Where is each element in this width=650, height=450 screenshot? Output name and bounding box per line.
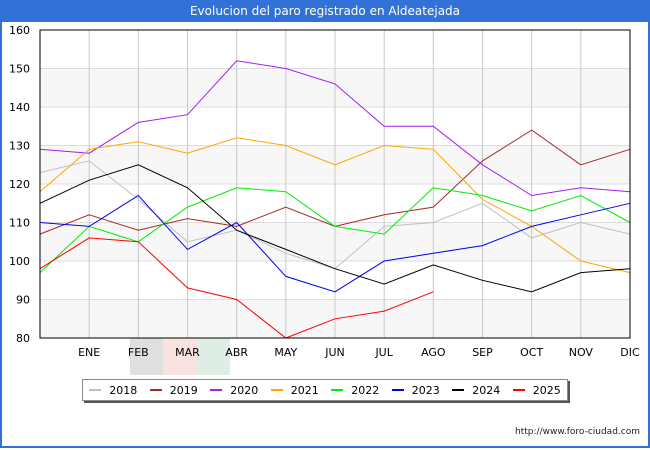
y-tick-label: 150 <box>9 63 30 76</box>
y-tick-label: 140 <box>9 101 30 114</box>
x-tick-label: FEB <box>128 346 149 359</box>
legend-swatch <box>331 389 344 391</box>
x-tick-label: DIC <box>620 346 640 359</box>
legend-item-2024: 2024 <box>452 384 500 397</box>
chart-title: Evolucion del paro registrado en Aldeate… <box>0 0 650 22</box>
legend-item-2022: 2022 <box>331 384 379 397</box>
y-tick-label: 120 <box>9 178 30 191</box>
x-tick-label: JUN <box>324 346 345 359</box>
legend-swatch <box>452 389 465 391</box>
x-tick-label: ENE <box>78 346 100 359</box>
legend-swatch <box>210 389 223 391</box>
legend-label: 2023 <box>411 383 440 397</box>
x-tick-label: MAY <box>274 346 297 359</box>
legend-swatch <box>391 389 404 391</box>
legend-label: 2018 <box>109 383 138 397</box>
plot-border <box>39 29 631 339</box>
y-tick-label: 130 <box>9 140 30 153</box>
x-tick-label: AGO <box>421 346 446 359</box>
legend-item-2018: 2018 <box>89 384 137 397</box>
x-axis-ticks: ENE FEB MAR ABR MAY JUN JUL AGO SEP OCT NOV DIC <box>78 346 640 359</box>
watermark-stripe-black <box>130 337 163 375</box>
legend-swatch <box>512 389 525 391</box>
x-tick-label: JUL <box>374 346 393 359</box>
legend-item-2019: 2019 <box>149 383 198 397</box>
legend-label: 2021 <box>290 383 319 397</box>
legend-item-2023: 2023 <box>391 383 440 397</box>
watermark-stripe-red <box>163 337 197 375</box>
legend-label: 2025 <box>532 383 561 397</box>
legend-item-2021: 2021 <box>270 383 319 397</box>
y-tick-label: 80 <box>16 332 30 345</box>
y-tick-label: 90 <box>16 294 30 307</box>
y-tick-label: 160 <box>9 24 30 37</box>
legend-item-2025: 2025 <box>512 383 561 397</box>
series-line-2025 <box>39 237 434 339</box>
watermark-stripe-green <box>197 337 230 375</box>
legend-swatch <box>270 389 283 391</box>
x-tick-label: MAR <box>175 346 200 359</box>
legend-label: 2024 <box>472 383 501 397</box>
y-axis-ticks: 80 90 100 110 120 130 140 150 160 <box>9 24 30 345</box>
x-tick-label: OCT <box>520 346 543 359</box>
flag-watermark <box>130 337 230 375</box>
legend-label: 2022 <box>351 383 380 397</box>
legend-swatch <box>149 389 162 391</box>
x-tick-label: SEP <box>472 346 493 359</box>
series-lines <box>39 60 631 339</box>
y-tick-label: 110 <box>9 217 30 230</box>
source-url: http://www.foro-ciudad.com <box>515 427 640 437</box>
x-tick-label: ABR <box>225 346 248 359</box>
legend-label: 2019 <box>169 383 198 397</box>
x-tick-label: NOV <box>569 346 594 359</box>
y-tick-label: 100 <box>9 255 30 268</box>
legend: 2018 2019 2020 2021 2022 2023 2024 2025 <box>82 379 568 401</box>
legend-label: 2020 <box>230 383 259 397</box>
legend-item-2020: 2020 <box>210 384 258 397</box>
legend-swatch <box>89 389 102 391</box>
